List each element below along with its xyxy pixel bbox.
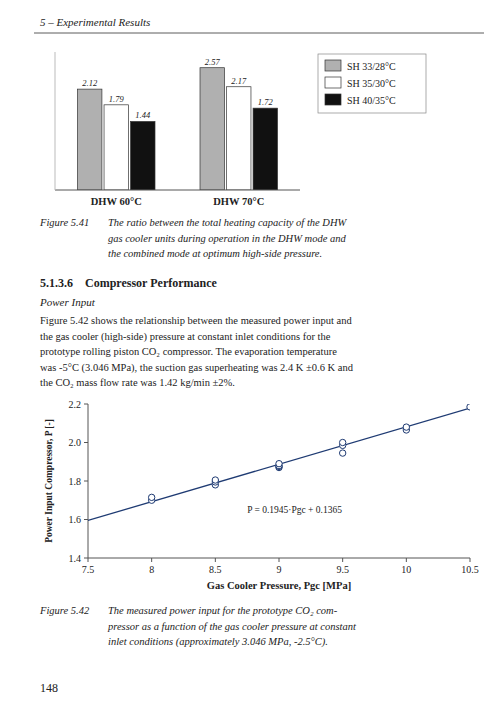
bar xyxy=(131,121,155,190)
x-tick-label: DHW 60°C xyxy=(91,196,142,207)
body-line: Figure 5.42 shows the relationship betwe… xyxy=(40,315,352,326)
caption-line: The ratio between the total heating capa… xyxy=(108,217,347,228)
header-rule xyxy=(34,33,484,34)
data-label: 1.72 xyxy=(258,97,274,107)
y-tick xyxy=(84,519,88,520)
y-tick xyxy=(84,404,88,405)
x-tick-label: 9 xyxy=(277,564,282,575)
bar-chart: 2.12 2.57 1.79 2.17 1.44 1.72 DHW 60°C DHW 70°C… xyxy=(55,52,426,207)
x-tick-label: 9.5 xyxy=(336,564,349,575)
scatter-point xyxy=(339,439,345,445)
caption-line: the combined mode at optimum high-side p… xyxy=(108,248,322,259)
y-tick xyxy=(84,481,88,482)
legend-swatch xyxy=(325,94,341,105)
body-line: was -5°C (3.046 MPa), the suction gas su… xyxy=(40,362,354,374)
data-label: 2.57 xyxy=(205,57,221,67)
scatter-chart: 7.5 8 8.5 9 9.5 10 10.5 1.4 1.6 1.8 2.0 2.2 Gas Cool… xyxy=(44,399,479,592)
x-tick-label: 7.5 xyxy=(82,564,95,575)
legend-swatch xyxy=(325,77,341,88)
scatter-point xyxy=(339,450,345,456)
scatter-point xyxy=(212,477,218,483)
y-axis xyxy=(55,52,56,190)
caption-line: inlet conditions (approximately 3.046 MP… xyxy=(108,636,328,648)
scatter-point xyxy=(403,424,409,430)
bar-marks xyxy=(77,68,277,190)
bar xyxy=(104,105,128,190)
body-line: the CO₂ mass flow rate was 1.42 kg/min ±… xyxy=(40,377,235,388)
x-tick-label: DHW 70°C xyxy=(213,196,264,207)
x-tick xyxy=(406,558,407,562)
y-axis-label: Power Input Compressor, P [-] xyxy=(44,419,54,543)
body-line: prototype rolling piston CO₂ compressor.… xyxy=(40,346,337,357)
x-tick-label: 10 xyxy=(401,564,411,575)
body-line: the gas cooler (high-side) pressure at c… xyxy=(40,331,331,343)
bar xyxy=(77,89,101,190)
x-tick xyxy=(88,558,89,562)
x-axis-label: Gas Cooler Pressure, Pgc [MPa] xyxy=(207,580,351,591)
x-axis xyxy=(55,190,300,191)
data-label: 2.17 xyxy=(231,76,247,86)
x-tick xyxy=(279,558,280,562)
x-tick xyxy=(151,558,152,562)
caption-label: Figure 5.41 xyxy=(39,217,89,228)
legend-frame xyxy=(318,54,426,113)
bar xyxy=(253,108,277,190)
x-tick xyxy=(470,558,471,562)
data-label: 1.44 xyxy=(135,110,151,120)
annotation: P = 0.1945·Pgc + 0.1365 xyxy=(247,505,342,515)
scatter-point xyxy=(467,404,470,410)
y-tick xyxy=(84,442,88,443)
section-title: 5.1.3.6 Compressor Performance xyxy=(40,276,218,290)
x-tick-label: 8 xyxy=(149,564,154,575)
background xyxy=(0,0,499,709)
y-tick-label: 2.0 xyxy=(69,437,82,448)
bar-data-labels: 2.12 2.57 1.79 2.17 1.44 1.72 xyxy=(82,57,273,121)
caption-label: Figure 5.42 xyxy=(39,605,90,616)
regression-line xyxy=(88,408,470,520)
x-tick-label: 10.5 xyxy=(461,564,479,575)
legend-swatch xyxy=(325,60,341,71)
data-label: 1.79 xyxy=(109,94,125,104)
y-tick-label: 1.6 xyxy=(69,514,82,525)
page-header: 5 – Experimental Results xyxy=(40,16,150,28)
y-tick-label: 1.4 xyxy=(69,553,82,564)
x-tick-label: 8.5 xyxy=(209,564,222,575)
bar xyxy=(200,68,224,190)
legend-label: SH 35/30°C xyxy=(347,78,396,89)
caption-line: The measured power input for the prototy… xyxy=(108,605,338,616)
data-label: 2.12 xyxy=(82,78,98,88)
page: 5 – Experimental Results 2.12 2.57 1.79 2.17… xyxy=(0,0,499,709)
y-tick-label: 1.8 xyxy=(69,476,82,487)
x-tick xyxy=(215,558,216,562)
scatter-marks xyxy=(88,404,470,520)
scatter-point xyxy=(148,494,154,500)
legend-label: SH 40/35°C xyxy=(347,95,396,106)
y-tick-label: 2.2 xyxy=(69,399,82,410)
caption-line: gas cooler units during operation in the… xyxy=(108,233,346,244)
legend-label: SH 33/28°C xyxy=(347,61,396,72)
page-number: 148 xyxy=(40,681,58,695)
caption-line: pressor as a function of the gas cooler … xyxy=(107,621,357,632)
legend: SH 33/28°C SH 35/30°C SH 40/35°C xyxy=(318,54,426,113)
x-tick xyxy=(342,558,343,562)
scatter-point xyxy=(276,460,282,466)
y-tick xyxy=(84,558,88,559)
bar xyxy=(227,87,251,190)
subsection-title: Power Input xyxy=(39,296,96,308)
